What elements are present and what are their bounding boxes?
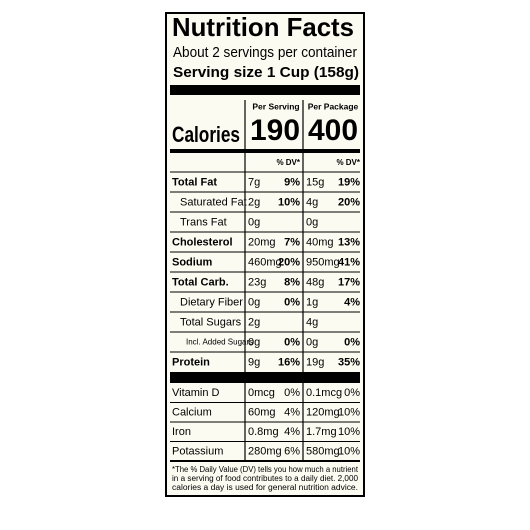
nutrient-name: Total Carb.	[172, 276, 229, 288]
amount: 4g	[306, 196, 318, 208]
amount: 4g	[306, 316, 318, 328]
rows: Total Fat 7g 9% 15g 19%Saturated Fat 2g 10% 4g 2…	[170, 176, 360, 492]
nutrient-name: Vitamin D	[172, 387, 220, 399]
daily-value: 19%	[338, 176, 360, 188]
daily-value: 0%	[284, 336, 300, 348]
serving-size: Serving size 1 Cup (158g)	[173, 64, 359, 81]
dv-header: % DV*	[336, 158, 360, 167]
nutrient-name: Total Fat	[172, 176, 217, 188]
column-header: Per Package	[308, 101, 359, 111]
daily-value: 41%	[338, 256, 360, 268]
amount: 48g	[306, 276, 324, 288]
daily-value: 20%	[338, 196, 360, 208]
amount: 0.8mg	[248, 426, 279, 438]
nutrient-name: Protein	[172, 356, 210, 368]
daily-value: 10%	[338, 426, 360, 438]
amount: 580mg	[306, 445, 340, 457]
nutrient-name: Calcium	[172, 406, 212, 418]
amount: 1.7mg	[306, 426, 337, 438]
nutrient-name: Incl. Added Sugars	[186, 338, 253, 347]
daily-value: 16%	[278, 356, 300, 368]
column-header: Per Serving	[252, 101, 299, 111]
amount: 9g	[248, 356, 260, 368]
amount: 23g	[248, 276, 266, 288]
amount: 1g	[306, 296, 318, 308]
thick-bar	[170, 85, 360, 95]
amount: 120mg	[306, 406, 340, 418]
calories-label: Calories	[172, 122, 240, 147]
daily-value: 7%	[284, 236, 300, 248]
nutrient-name: Sodium	[172, 256, 213, 268]
nutrient-name: Total Sugars	[180, 316, 242, 328]
amount: 460mg	[248, 256, 282, 268]
nutrient-name: Potassium	[172, 445, 223, 457]
amount: 0.1mcg	[306, 387, 342, 399]
daily-value: 4%	[284, 406, 300, 418]
amount: 40mg	[306, 236, 334, 248]
nutrient-name: Iron	[172, 426, 191, 438]
daily-value: 10%	[338, 445, 360, 457]
amount: 60mg	[248, 406, 276, 418]
dv-header: % DV*	[276, 158, 300, 167]
footnote: in a serving of food contributes to a da…	[172, 474, 359, 483]
daily-value: 10%	[338, 406, 360, 418]
daily-value: 4%	[344, 296, 360, 308]
footnote: *The % Daily Value (DV) tells you how mu…	[172, 465, 359, 474]
daily-value: 0%	[344, 336, 360, 348]
footnote: calories a day is used for general nutri…	[172, 483, 358, 492]
calories-value: 400	[308, 114, 358, 147]
title: Nutrition Facts	[172, 12, 354, 42]
amount: 280mg	[248, 445, 282, 457]
daily-value: 0%	[284, 387, 300, 399]
daily-value: 0%	[284, 296, 300, 308]
daily-value: 20%	[278, 256, 300, 268]
daily-value: 13%	[338, 236, 360, 248]
amount: 15g	[306, 176, 324, 188]
calories-value: 190	[250, 114, 300, 147]
nutrient-name: Dietary Fiber	[180, 296, 243, 308]
amount: 0g	[306, 216, 318, 228]
amount: 0mcg	[248, 387, 275, 399]
nutrient-name: Cholesterol	[172, 236, 233, 248]
servings: About 2 servings per container	[173, 44, 357, 61]
medium-bar	[170, 149, 360, 153]
daily-value: 6%	[284, 445, 300, 457]
daily-value: 8%	[284, 276, 300, 288]
amount: 2g	[248, 196, 260, 208]
nutrient-name: Trans Fat	[180, 216, 227, 228]
nutrient-name: Saturated Fat	[180, 196, 247, 208]
amount: 0g	[306, 336, 318, 348]
daily-value: 10%	[278, 196, 300, 208]
amount: 7g	[248, 176, 260, 188]
daily-value: 35%	[338, 356, 360, 368]
amount: 0g	[248, 296, 260, 308]
amount: 0g	[248, 336, 260, 348]
amount: 19g	[306, 356, 324, 368]
daily-value: 0%	[344, 387, 360, 399]
footnote-rule	[170, 460, 360, 462]
amount: 950mg	[306, 256, 340, 268]
daily-value: 9%	[284, 176, 300, 188]
daily-value: 17%	[338, 276, 360, 288]
daily-value: 4%	[284, 426, 300, 438]
amount: 2g	[248, 316, 260, 328]
amount: 0g	[248, 216, 260, 228]
thick-bar	[170, 372, 360, 383]
amount: 20mg	[248, 236, 276, 248]
